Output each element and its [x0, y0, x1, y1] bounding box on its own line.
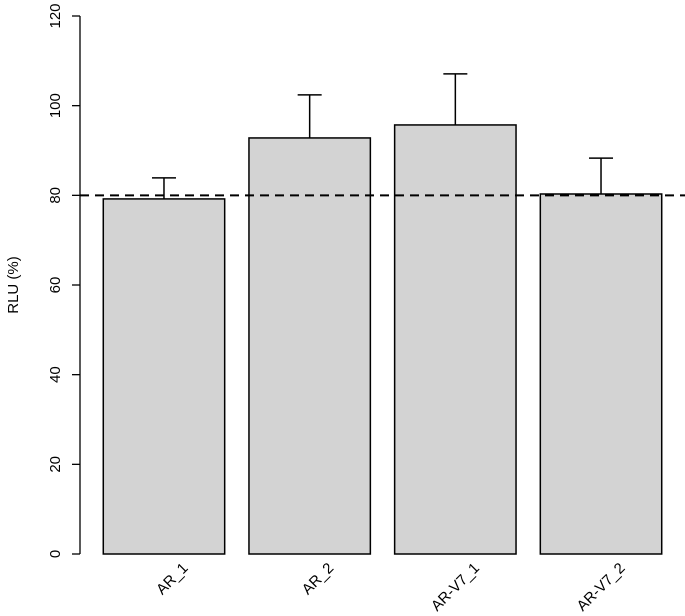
y-tick-label: 100: [47, 93, 64, 118]
bar: [248, 137, 372, 555]
y-axis-label: RLU (%): [5, 256, 22, 314]
bar: [393, 124, 517, 555]
bar: [102, 198, 226, 555]
x-tick-label: AR_2: [299, 560, 338, 599]
y-tick-label: 80: [47, 187, 64, 204]
y-tick-label: 120: [47, 3, 64, 28]
x-tick-label: AR-V7_2: [574, 560, 629, 615]
error-bar: [443, 73, 468, 125]
bar: [539, 193, 663, 555]
y-tick-label: 0: [47, 550, 64, 558]
y-tick-label: 60: [47, 277, 64, 294]
error-bar: [297, 94, 322, 138]
x-tick-label: AR-V7_1: [428, 560, 483, 615]
y-tick-label: 20: [47, 456, 64, 473]
error-bar: [589, 157, 614, 194]
x-tick-label: AR_1: [153, 560, 192, 599]
y-tick-label: 40: [47, 366, 64, 383]
